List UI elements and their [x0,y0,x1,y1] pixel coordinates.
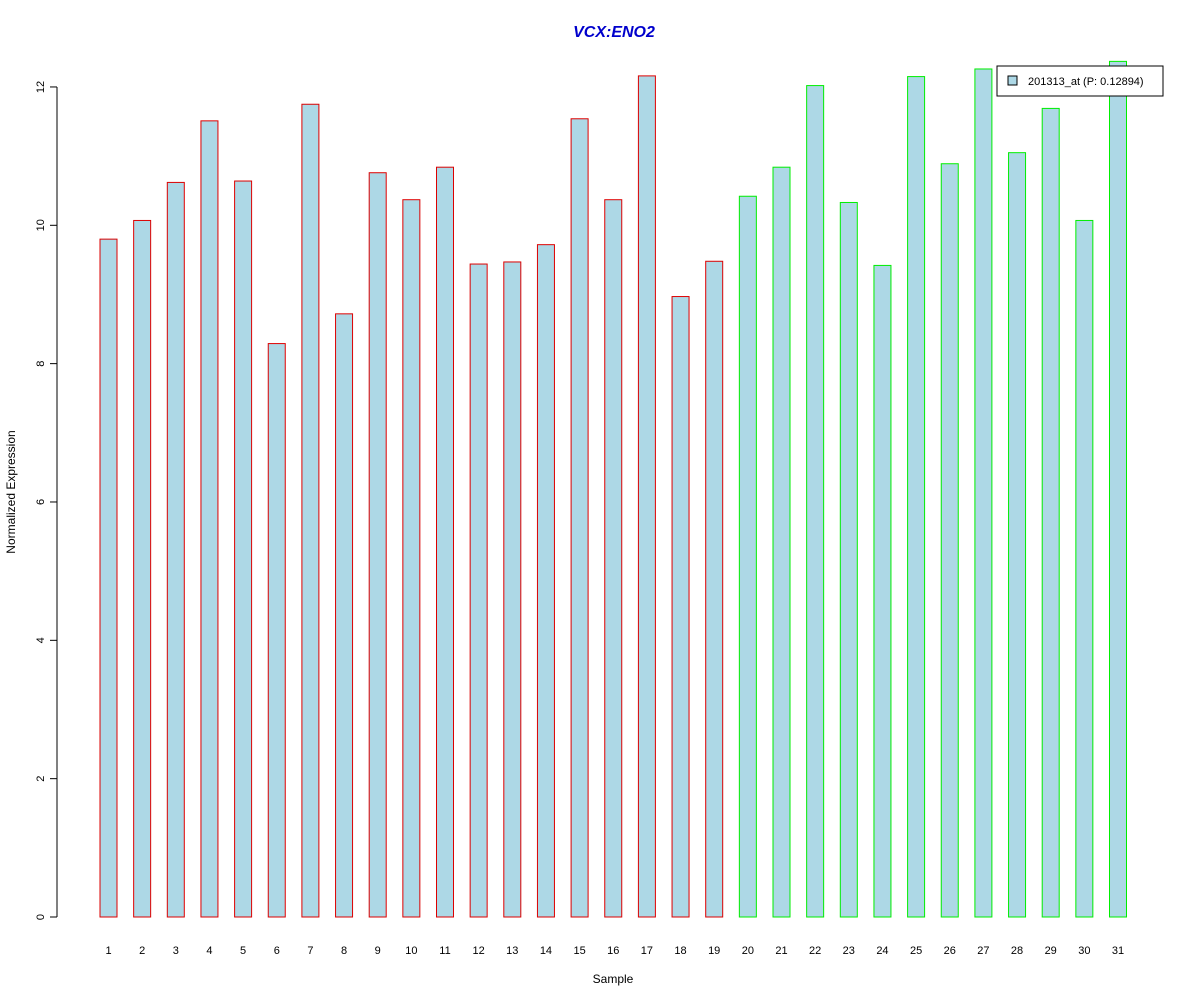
x-tick-label: 30 [1078,945,1090,957]
x-tick-label: 8 [341,945,347,957]
bar [671,296,690,918]
bar [705,260,724,918]
x-tick-label: 28 [1011,945,1023,957]
y-tick-label: 6 [35,499,47,505]
y-tick-label: 10 [35,219,47,231]
y-tick-label: 4 [35,637,47,643]
bar [604,199,623,918]
x-tick-label: 14 [540,945,552,957]
x-tick-label: 17 [641,945,653,957]
bar [402,199,421,918]
y-tick-label: 8 [35,361,47,367]
legend-box [996,65,1164,97]
bar [436,166,454,918]
x-tick-label: 9 [375,945,381,957]
x-tick-label: 1 [105,945,111,957]
x-tick-label: 22 [809,945,821,957]
y-tick-label: 0 [35,914,47,920]
bars [99,60,1127,918]
y-axis-label: Normalized Expression [4,430,18,553]
x-tick-label: 21 [775,945,787,957]
bar [772,166,791,918]
bar [368,172,387,918]
y-tick-label: 12 [35,81,47,93]
bar [637,75,656,918]
legend-entry: 201313_at (P: 0.12894) [1028,76,1144,88]
x-tick-label: 20 [742,945,754,957]
x-tick-label: 24 [876,945,888,957]
x-tick-label: 12 [473,945,485,957]
bar [503,261,522,918]
bar [839,201,858,918]
bar [940,163,959,918]
bar [133,219,152,918]
legend-swatch [1007,75,1018,86]
bar [873,264,892,918]
bar [99,238,118,918]
x-tick-label: 15 [573,945,585,957]
bar [469,263,488,918]
bar [1075,219,1094,918]
bar [974,68,993,918]
x-tick-label: 11 [439,945,450,957]
x-tick-label: 26 [944,945,956,957]
bar [1008,152,1027,918]
bar [1041,107,1060,918]
chart-title: VCX:ENO2 [573,24,655,41]
y-tick-label: 2 [35,776,47,782]
x-tick-label: 10 [405,945,417,957]
bar [1109,60,1127,918]
bar [234,180,253,918]
bar [536,244,555,918]
bar [301,103,320,918]
bar [335,313,354,918]
y-axis: 0 2 4 6 8 10 12 [35,81,58,920]
bar [200,120,219,918]
x-tick-label: 6 [274,945,280,957]
bar [738,195,757,918]
x-tick-label: 2 [139,945,145,957]
bar [907,76,926,918]
x-tick-label: 19 [708,945,720,957]
bar [806,85,825,918]
legend: 201313_at (P: 0.12894) [996,65,1164,97]
x-tick-label: 31 [1112,945,1124,957]
x-tick-label: 3 [173,945,179,957]
x-tick-label: 13 [506,945,518,957]
x-axis-label: Sample [593,972,634,986]
x-tick-label: 16 [607,945,619,957]
x-tick-label: 4 [206,945,212,957]
x-tick-label: 18 [674,945,686,957]
x-tick-label: 29 [1045,945,1057,957]
x-tick-label: 27 [977,945,989,957]
x-tick-label: 23 [843,945,855,957]
bar [267,343,286,918]
bar [570,118,589,918]
x-tick-label: 25 [910,945,922,957]
x-tick-label: 7 [307,945,313,957]
bar [166,181,185,918]
x-tick-label: 5 [240,945,246,957]
x-axis-tick-labels: 1 2 3 4 5 6 7 8 9 10 11 12 13 14 15 16 17 18 19 20 21 22 23 24 2… [105,945,1124,957]
